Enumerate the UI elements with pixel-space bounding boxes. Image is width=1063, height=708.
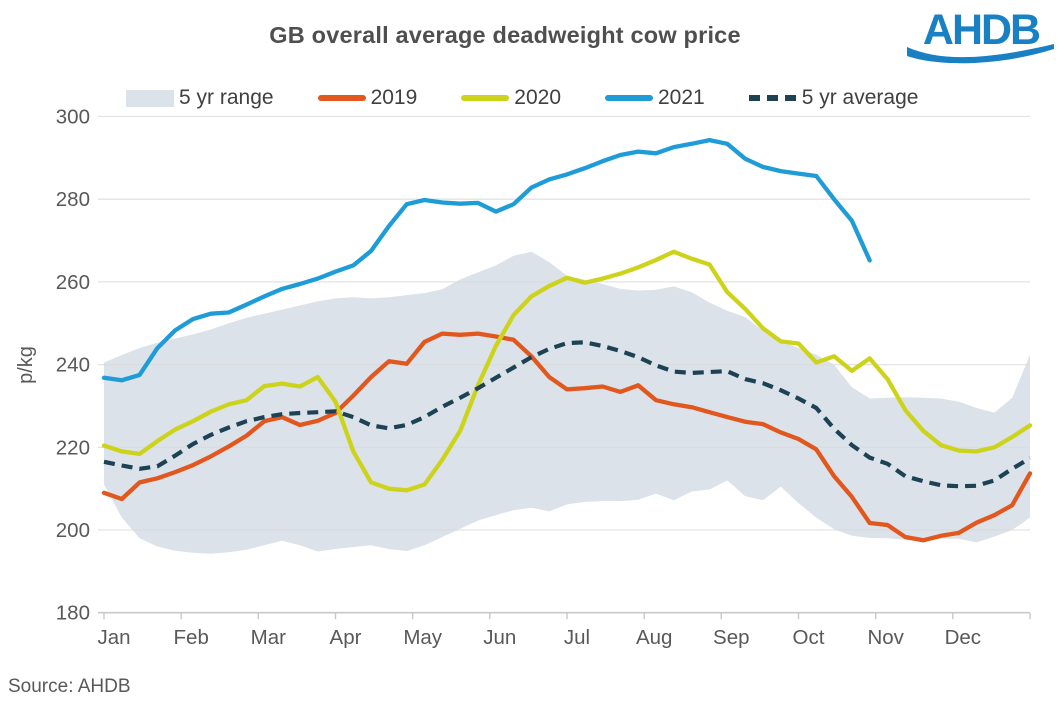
series-line-2019: [101, 331, 1033, 543]
legend-label: 5 yr average: [801, 86, 919, 109]
ahdb-logo-wave-icon: [907, 44, 1054, 64]
chart-title: GB overall average deadweight cow price: [269, 22, 741, 48]
legend-label: 5 yr range: [179, 86, 274, 109]
legend-item-5yr-range: 5 yr range: [126, 86, 274, 110]
line-swatch-2021-icon: [605, 95, 653, 101]
legend-item-5yr-average: 5 yr average: [748, 86, 919, 110]
series-line-5-yr-average: [103, 340, 1032, 489]
month-label-mar: Mar: [251, 626, 286, 649]
legend-item-2021: 2021: [605, 86, 705, 110]
line-swatch-2019-icon: [317, 95, 366, 101]
month-label-nov: Nov: [867, 626, 904, 649]
y-tick-label-260: 260: [56, 271, 90, 294]
series-line-2021: [101, 137, 872, 383]
month-label-sep: Sep: [713, 626, 749, 649]
month-label-dec: Dec: [945, 626, 981, 649]
y-tick-label-280: 280: [56, 188, 90, 211]
month-label-feb: Feb: [174, 626, 209, 649]
legend-label: 2020: [514, 86, 561, 109]
month-label-oct: Oct: [793, 626, 825, 649]
legend-item-2019: 2019: [317, 86, 418, 110]
band-swatch-icon: [126, 89, 174, 107]
month-label-may: May: [403, 626, 442, 649]
y-tick-label-180: 180: [56, 602, 90, 625]
ahdb-logo: AHDB: [907, 6, 1054, 64]
month-label-jan: Jan: [97, 626, 130, 649]
five-yr-range-band: [104, 251, 1030, 554]
month-label-jul: Jul: [564, 626, 590, 649]
legend-label: 2021: [658, 86, 705, 109]
y-tick-label-300: 300: [56, 106, 90, 129]
chart-legend: 5 yr range 2019 2020 2021 5 yr average: [126, 84, 918, 112]
y-tick-label-240: 240: [56, 354, 90, 377]
dash-swatch-icon: [748, 95, 797, 101]
month-label-aug: Aug: [636, 626, 672, 649]
legend-item-2020: 2020: [461, 86, 561, 110]
y-tick-label-220: 220: [56, 436, 90, 459]
month-label-jun: Jun: [483, 626, 516, 649]
legend-label: 2019: [370, 86, 418, 109]
y-tick-label-200: 200: [56, 519, 90, 542]
source-note: Source: AHDB: [8, 676, 131, 697]
ahdb-logo-text: AHDB: [923, 6, 1040, 54]
line-swatch-2020-icon: [461, 95, 510, 101]
series-line-2020: [101, 249, 1033, 493]
month-label-apr: Apr: [330, 626, 362, 649]
y-axis-title: p/kg: [15, 346, 37, 384]
